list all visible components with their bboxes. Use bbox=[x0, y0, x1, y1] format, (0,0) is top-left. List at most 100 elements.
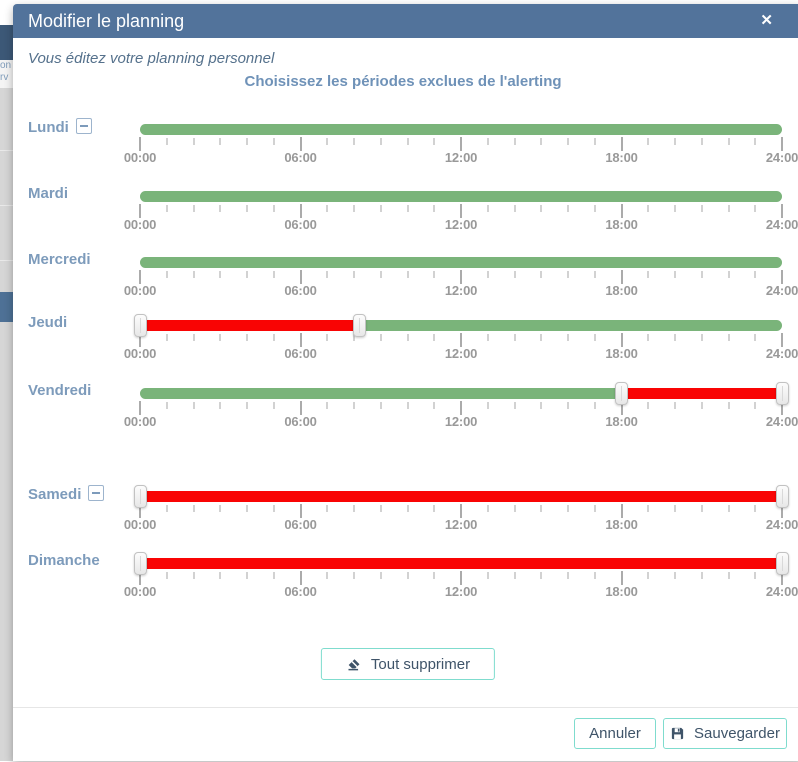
minor-tick bbox=[219, 572, 222, 579]
save-button[interactable]: Sauvegarder bbox=[663, 718, 787, 749]
slider-handle[interactable] bbox=[615, 382, 628, 405]
minor-tick bbox=[192, 402, 195, 409]
minor-tick bbox=[192, 334, 195, 341]
major-tick bbox=[139, 401, 141, 415]
tick-label: 06:00 bbox=[284, 517, 317, 532]
slider-handle[interactable] bbox=[133, 314, 147, 337]
minor-tick bbox=[272, 572, 275, 579]
day-row-mercredi: Mercredi 00:00 06:00 12:00 18:00 24:00 bbox=[13, 247, 798, 309]
slider-handle[interactable] bbox=[133, 552, 147, 575]
tick-label: 24:00 bbox=[765, 217, 798, 232]
minor-tick bbox=[647, 334, 650, 341]
clear-all-button[interactable]: Tout supprimer bbox=[320, 648, 496, 680]
tick-label: 06:00 bbox=[284, 346, 317, 361]
minor-tick bbox=[647, 205, 650, 212]
minor-tick bbox=[379, 271, 382, 278]
major-tick bbox=[460, 571, 462, 585]
slider-track[interactable] bbox=[140, 491, 782, 502]
major-tick bbox=[620, 571, 623, 585]
slider-handle[interactable] bbox=[775, 552, 789, 575]
slider-segment-red bbox=[140, 320, 360, 331]
cancel-button[interactable]: Annuler bbox=[574, 718, 656, 749]
slider-track[interactable] bbox=[140, 124, 782, 135]
day-label-text: Samedi bbox=[28, 486, 82, 503]
slider-track[interactable] bbox=[140, 320, 782, 331]
minor-tick bbox=[593, 334, 596, 341]
remove-period-button[interactable] bbox=[75, 118, 92, 134]
minor-tick bbox=[754, 505, 757, 512]
tick-label: 12:00 bbox=[444, 283, 478, 298]
major-tick bbox=[139, 137, 141, 151]
day-label: Mercredi bbox=[28, 251, 91, 268]
background-separator bbox=[0, 150, 13, 151]
close-icon[interactable]: ✕ bbox=[760, 12, 773, 29]
major-tick bbox=[781, 571, 783, 585]
tick-label: 18:00 bbox=[605, 414, 638, 429]
day-label-text: Jeudi bbox=[28, 314, 68, 331]
minor-tick bbox=[700, 334, 703, 341]
minor-tick bbox=[540, 505, 543, 512]
tick-label: 00:00 bbox=[123, 517, 157, 532]
slider-handle[interactable] bbox=[775, 485, 789, 508]
minor-tick bbox=[593, 271, 596, 278]
day-row-dimanche: Dimanche 00:00 06:00 12:00 18:00 24:00 bbox=[13, 548, 798, 610]
edit-planning-modal: Modifier le planning ✕ Vous éditez votre… bbox=[13, 4, 798, 761]
minor-tick bbox=[219, 402, 222, 409]
minor-tick bbox=[379, 572, 382, 579]
minor-tick bbox=[326, 138, 329, 145]
remove-period-button[interactable] bbox=[88, 485, 105, 501]
major-tick bbox=[781, 204, 783, 218]
background-separator bbox=[0, 260, 13, 261]
day-label: Samedi bbox=[28, 485, 105, 503]
tick-label: 12:00 bbox=[444, 217, 478, 232]
minor-tick bbox=[700, 205, 703, 212]
minor-tick bbox=[353, 402, 355, 409]
slider-handle[interactable] bbox=[133, 485, 147, 508]
major-tick bbox=[781, 333, 783, 347]
slider-track[interactable] bbox=[140, 257, 782, 268]
major-tick bbox=[139, 504, 141, 518]
minor-tick bbox=[272, 205, 275, 212]
slider-track[interactable] bbox=[140, 388, 782, 399]
major-tick bbox=[460, 333, 462, 347]
minor-tick bbox=[326, 205, 329, 212]
major-tick bbox=[620, 504, 623, 518]
minor-tick bbox=[754, 205, 757, 212]
minor-tick bbox=[513, 572, 516, 579]
minor-tick bbox=[593, 138, 596, 145]
minor-tick bbox=[433, 271, 436, 278]
tick-label: 24:00 bbox=[765, 414, 798, 429]
slider-segment-green bbox=[140, 388, 622, 399]
minor-tick bbox=[192, 205, 195, 212]
minor-tick bbox=[326, 505, 329, 512]
slider-track[interactable] bbox=[140, 191, 782, 202]
slider-handle[interactable] bbox=[352, 314, 366, 337]
background-text-fragment: on rv bbox=[0, 60, 13, 88]
day-row-vendredi: Vendredi 00:00 06:00 12:00 18:00 24:00 bbox=[13, 378, 798, 440]
tick-label: 18:00 bbox=[605, 217, 638, 232]
minor-tick bbox=[433, 505, 436, 512]
major-tick bbox=[620, 401, 623, 415]
major-tick bbox=[460, 504, 462, 518]
minor-tick bbox=[326, 334, 329, 341]
slider-track[interactable] bbox=[140, 558, 782, 569]
slider-handle[interactable] bbox=[775, 382, 789, 405]
major-tick bbox=[620, 333, 623, 347]
major-tick bbox=[299, 270, 302, 284]
minor-tick bbox=[246, 138, 248, 145]
minor-tick bbox=[192, 505, 195, 512]
minor-tick bbox=[406, 572, 409, 579]
minor-tick bbox=[326, 402, 329, 409]
minor-tick bbox=[727, 572, 730, 579]
day-label-text: Vendredi bbox=[28, 382, 92, 399]
modal-instruction: Choisissez les périodes exclues de l'ale… bbox=[244, 73, 562, 90]
minor-tick bbox=[353, 205, 355, 212]
minor-tick bbox=[700, 572, 703, 579]
minor-tick bbox=[647, 138, 650, 145]
tick-label: 18:00 bbox=[605, 283, 638, 298]
background-separator bbox=[0, 205, 13, 206]
tick-label: 18:00 bbox=[605, 346, 638, 361]
tick-label: 00:00 bbox=[123, 217, 157, 232]
minor-tick bbox=[513, 138, 516, 145]
minor-tick bbox=[379, 334, 382, 341]
